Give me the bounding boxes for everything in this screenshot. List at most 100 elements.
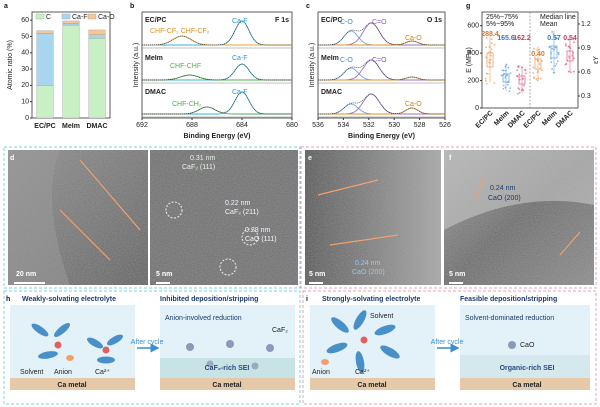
bar-segment [88, 29, 106, 35]
scatter-dot [551, 47, 554, 50]
box-title: Feasible deposition/stripping [460, 296, 557, 303]
scatter-dot [569, 71, 572, 74]
scatter-dot [485, 37, 488, 39]
lattice-label: CaF₂ (211) [225, 209, 259, 216]
legend-swatch [87, 13, 97, 20]
peak-label: Ca-F [232, 18, 248, 25]
lattice-label: CaO (111) [245, 236, 277, 243]
scale-bar-label: 20 nm [16, 271, 36, 278]
scatter-dot [557, 51, 560, 54]
scatter-dot [489, 54, 492, 57]
x-tick-label: 526 [439, 122, 451, 129]
arrow-label: After cycle [131, 339, 164, 346]
scatter-dot [573, 57, 575, 60]
scatter-dot [502, 69, 505, 72]
peak-label: CHF-CHF [170, 63, 201, 70]
mean-label: 165.6 [497, 35, 515, 42]
species-label: Anion [54, 369, 72, 376]
y-tick-label: 60 [21, 17, 29, 24]
y-tick-label: 400 [467, 50, 479, 57]
panel-label: d [10, 155, 14, 162]
frame-d [3, 146, 301, 289]
y2-tick-label: 0.3 [581, 93, 591, 100]
peak-label: C-O [340, 57, 353, 64]
scatter-dot [554, 37, 557, 39]
metal-label: Ca metal [357, 382, 386, 389]
panel-label: b [130, 3, 134, 10]
legend-label: Median line [540, 14, 576, 21]
scatter-dot [517, 65, 520, 67]
scatter-dot [523, 84, 525, 87]
x-tick-label: 684 [236, 122, 248, 129]
x-tick-label: 536 [312, 122, 324, 129]
panel-label: c [306, 3, 310, 10]
scatter-dot [521, 78, 524, 81]
x-tick-label: MeIm [62, 123, 80, 130]
y2-tick-label: 0.9 [581, 45, 591, 52]
scatter-dot [541, 69, 543, 72]
box-title: Inhibited deposition/stripping [160, 296, 258, 303]
fit-component [318, 67, 445, 81]
species-label: Ca²⁺ [355, 369, 370, 376]
scatter-dot [490, 42, 493, 45]
scatter-dot [488, 61, 491, 64]
y-tick-label: 0 [475, 105, 479, 112]
raw-spectrum [318, 22, 445, 46]
mean-label: 0.40 [531, 51, 545, 58]
sei-label: CaF₂-rich SEI [205, 365, 250, 372]
species-label: Anion [312, 369, 330, 376]
sei-label: Organic-rich SEI [500, 365, 555, 372]
mean-label: 162.2 [513, 35, 531, 42]
panel-label: g [466, 3, 470, 10]
lattice-label: 0.24 nm [490, 185, 515, 192]
y-axis-label: E (MPa) [466, 47, 473, 73]
raw-spectrum [318, 93, 445, 115]
lattice-label: 0.31 nm [190, 155, 215, 162]
x-tick-label: 692 [136, 122, 148, 129]
raw-spectrum [142, 20, 292, 46]
scatter-dot [550, 61, 553, 63]
metal-label: Ca metal [212, 382, 241, 389]
scatter-dot [522, 89, 525, 92]
lattice-label: CaO (200) [488, 195, 521, 202]
x-tick-label: EC/PC [475, 110, 495, 130]
scatter-dot [532, 72, 534, 74]
scatter-dot [485, 46, 488, 49]
scatter-dot [565, 62, 568, 65]
legend-swatch [35, 13, 45, 20]
x-tick-label: EC/PC [34, 123, 55, 130]
fit-component [318, 107, 445, 115]
x-tick-label: 680 [286, 122, 298, 129]
lattice-label: CaO (200) [352, 269, 385, 276]
scatter-dot [518, 73, 521, 76]
y-tick-label: 600 [467, 23, 479, 30]
scatter-dot [493, 43, 496, 46]
scatter-dot [548, 46, 551, 49]
scatter-dot [538, 48, 541, 51]
y-tick-label: 10 [21, 99, 29, 106]
trace-label: MeIm [145, 55, 163, 62]
y-axis-label: Intensity (a.u.) [309, 43, 316, 87]
mean-label: 0.57 [547, 35, 561, 42]
peak-label: C-O [340, 19, 353, 26]
arrow-label: After cycle [431, 339, 464, 346]
scatter-dot [509, 72, 512, 74]
scatter-dot [516, 92, 519, 95]
scatter-dot [551, 68, 553, 71]
bar-segment [36, 33, 54, 86]
y-axis-label: Intensity (a.u.) [133, 43, 140, 87]
scatter-dot [506, 74, 508, 77]
box-title: Strongly-solvating electrolyte [322, 296, 421, 303]
y-axis-label: Atomic ratio (%) [7, 40, 14, 90]
x-axis-label: Binding Energy (eV) [184, 133, 251, 140]
raw-spectrum [142, 91, 292, 115]
trace-label: DMAC [145, 89, 166, 96]
schematic-h [10, 305, 295, 390]
raw-spectrum [142, 63, 292, 81]
lattice-label: 0.22 nm [225, 200, 250, 207]
bar-segment [62, 20, 80, 24]
scatter-dot [555, 62, 558, 65]
frame-h [3, 290, 301, 405]
scatter-dot [572, 70, 575, 73]
y-tick-label: 40 [21, 50, 29, 57]
